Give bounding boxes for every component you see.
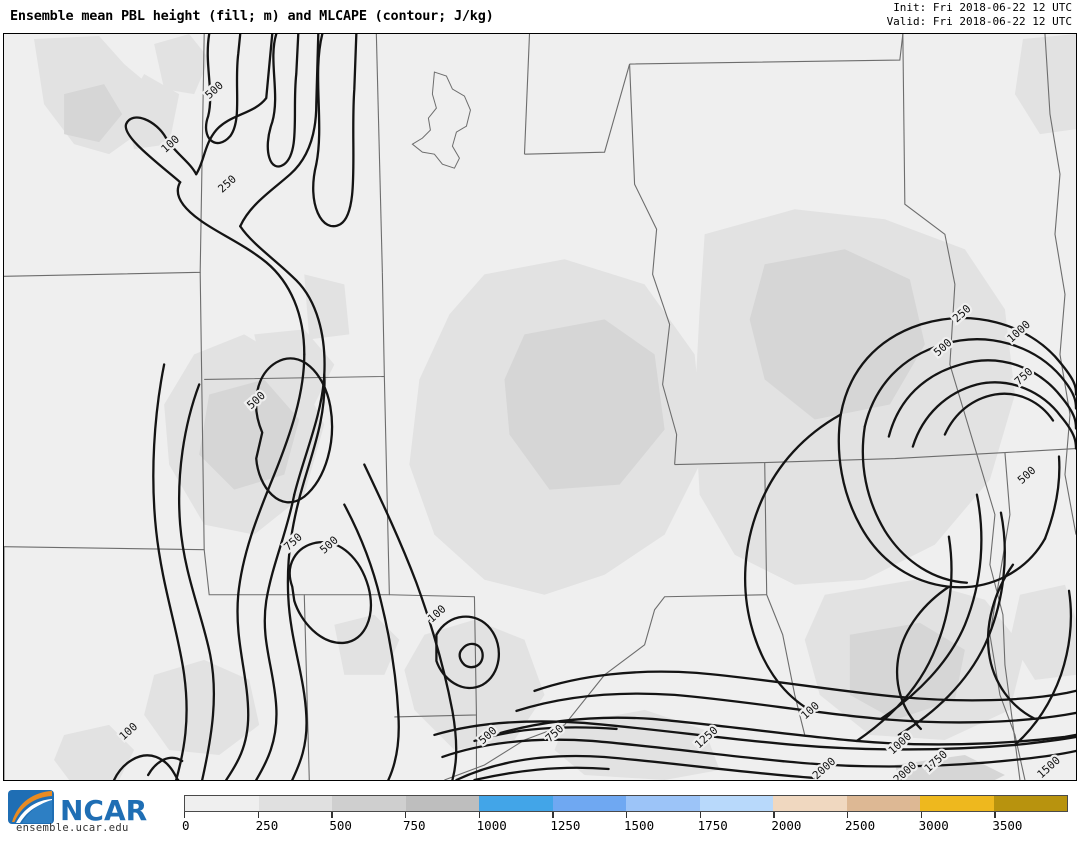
ncar-url-label[interactable]: ensemble.ucar.edu [16,822,129,834]
colorbar-tick-6 [626,812,628,818]
colorbar-tick-7 [699,812,702,818]
colorbar-label-0: 0 [182,818,190,833]
pbl-height-fill-layer [4,34,1076,780]
valid-time-label: Valid: Fri 2018-06-22 12 UTC [886,15,1072,28]
colorbar-band-2 [332,796,406,811]
colorbar[interactable]: 0 250 500 750 1000 1250 1500 1750 2000 2500 3000 35… [182,795,1068,839]
page-title: Ensemble mean PBL height (fill; m) and M… [10,8,494,24]
colorbar-tick-3 [405,812,407,818]
colorbar-label-3500: 3500 [992,818,1023,833]
colorbar-tick-2 [331,812,333,818]
water-bodies-layer [411,71,471,169]
time-stamp-block: Init: Fri 2018-06-22 12 UTC Valid: Fri 2… [887,1,1072,29]
colorbar-label-500: 500 [329,818,352,833]
colorbar-label-1750: 1750 [697,818,728,833]
colorbar-band-10 [920,796,994,811]
colorbar-bands[interactable] [184,795,1068,812]
colorbar-tick-0 [184,812,186,818]
colorbar-label-1000: 1000 [476,818,507,833]
colorbar-tick-8 [773,812,775,818]
colorbar-band-3 [405,796,479,811]
colorbar-label-3000: 3000 [918,818,949,833]
colorbar-band-7 [699,796,773,811]
colorbar-label-2000: 2000 [771,818,802,833]
colorbar-band-5 [552,796,626,811]
colorbar-band-8 [773,796,847,811]
footer-bar: NCAR ensemble.ucar.edu 0 250 500 750 1000 125… [0,784,1080,842]
colorbar-tick-10 [920,812,923,818]
colorbar-label-2500: 2500 [845,818,876,833]
colorbar-label-750: 750 [403,818,426,833]
map-panel[interactable]: 500 500 100 100 250 250 500 500 750 750 500 500 100 1… [3,33,1077,781]
colorbar-tick-5 [552,812,554,818]
colorbar-band-6 [626,796,700,811]
colorbar-label-1500: 1500 [624,818,655,833]
colorbar-band-4 [479,796,553,811]
colorbar-band-0 [185,796,259,811]
colorbar-tick-9 [847,812,849,818]
ncar-logo[interactable]: NCAR [6,788,174,838]
colorbar-ticks [184,812,1068,818]
colorbar-label-250: 250 [255,818,279,833]
colorbar-tick-labels: 0 250 500 750 1000 1250 1500 1750 2000 2500 3000 35… [182,818,1080,836]
colorbar-tick-11 [994,812,996,818]
colorbar-band-9 [846,796,920,811]
init-time-label: Init: Fri 2018-06-22 12 UTC [893,1,1072,14]
colorbar-band-11 [993,796,1067,811]
colorbar-label-1250: 1250 [550,818,581,833]
colorbar-tick-4 [478,812,481,818]
mlcape-contour-layer [112,34,1076,780]
ncar-wordmark: NCAR [60,794,147,827]
header-bar: Ensemble mean PBL height (fill; m) and M… [0,0,1080,33]
colorbar-tick-1 [257,812,260,818]
colorbar-band-1 [258,796,332,811]
